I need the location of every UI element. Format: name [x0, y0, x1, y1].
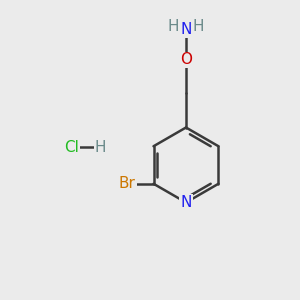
Text: O: O [180, 52, 192, 68]
Text: H: H [168, 19, 179, 34]
Text: N: N [180, 22, 192, 38]
Text: Br: Br [119, 176, 136, 191]
Text: N: N [180, 195, 192, 210]
Text: H: H [193, 19, 204, 34]
Text: H: H [95, 140, 106, 154]
Text: Cl: Cl [64, 140, 80, 154]
